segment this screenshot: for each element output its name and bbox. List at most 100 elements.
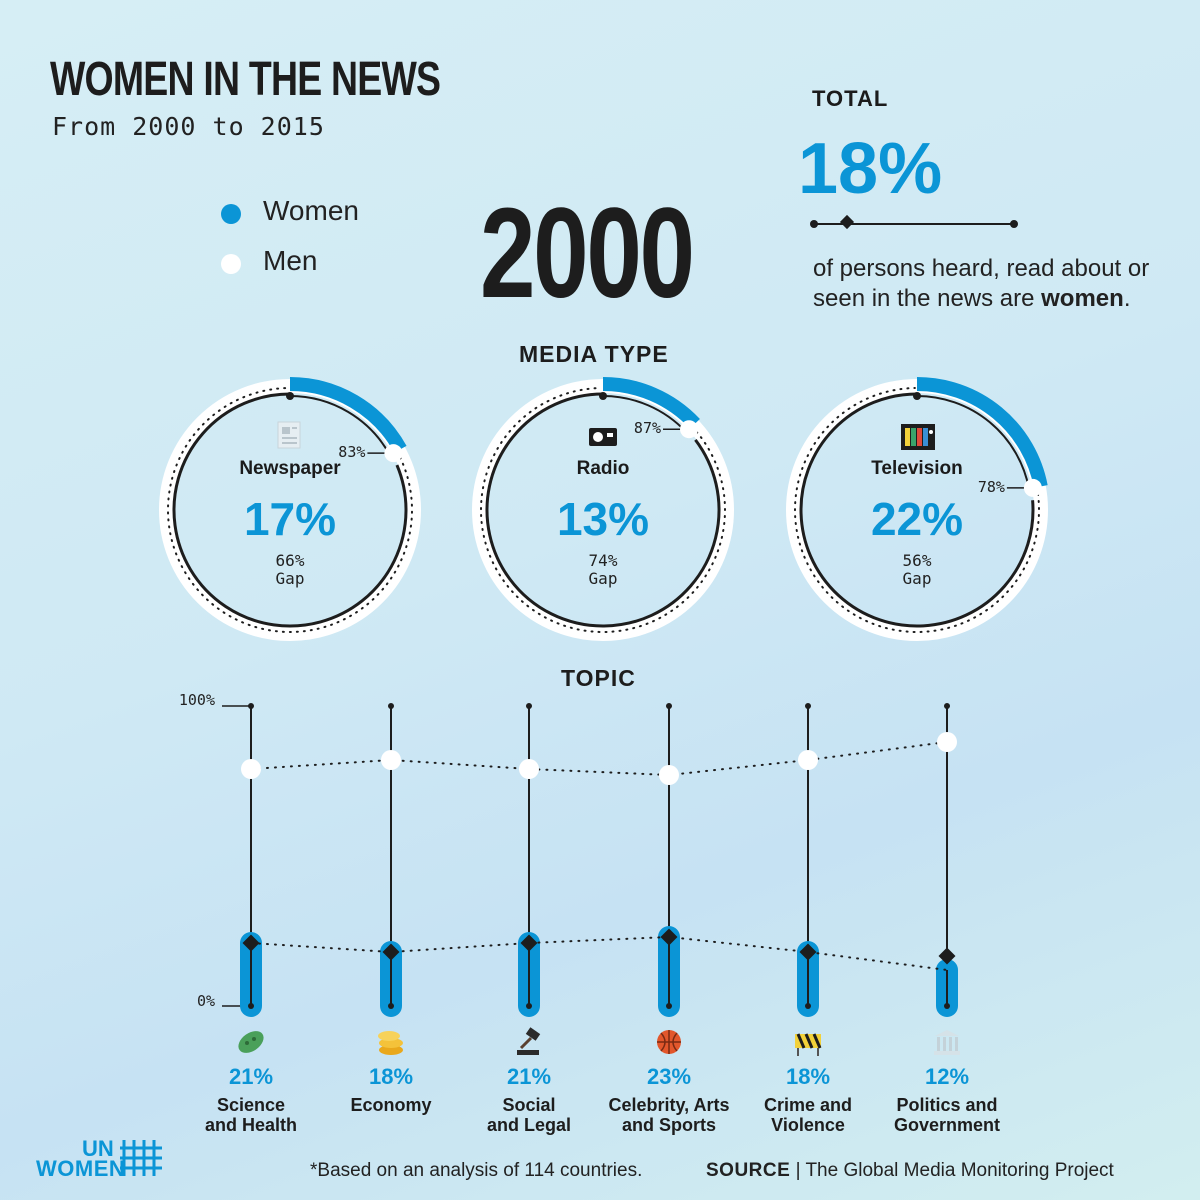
donut-gap-label-1: Gap	[588, 569, 618, 588]
topic-women-pct-2: 21%	[506, 1064, 552, 1089]
donut-name-1: Radio	[576, 458, 630, 479]
men-trend-line	[250, 741, 948, 777]
topic-axis-top-dot-2	[526, 703, 532, 709]
topic-chart	[222, 703, 960, 1056]
topic-name-1-line-0: Economy	[350, 1095, 432, 1115]
axis-label-100: 100%	[178, 691, 215, 709]
science-health-icon	[238, 1031, 264, 1053]
total-value: 18%	[798, 129, 943, 209]
radio-icon	[589, 428, 617, 446]
topic-women-pct-5: 12%	[924, 1064, 970, 1089]
year-label: 2000	[480, 182, 695, 325]
topic-name-5-line-0: Politics and	[896, 1095, 998, 1115]
un-women-logo-un: UN	[82, 1136, 114, 1161]
men-pct-label-1: 87%	[633, 419, 662, 438]
media-type-chart	[159, 377, 1048, 641]
celebrity-sports-icon	[657, 1030, 681, 1054]
legend-women-dot	[221, 204, 241, 224]
women-diamond-4	[799, 943, 817, 961]
men-arc-0	[172, 392, 408, 628]
donut-name-2: Television	[871, 458, 963, 479]
women-start-dot-1	[599, 392, 607, 400]
topic-axis-bottom-dot-1	[388, 1003, 394, 1009]
topic-axis-top-dot-3	[666, 703, 672, 709]
donut-name-0: Newspaper	[239, 458, 341, 479]
men-dot-0	[384, 444, 403, 463]
politics-government-icon	[934, 1030, 960, 1055]
topic-axis-bottom-dot-0	[248, 1003, 254, 1009]
legend-men-dot	[221, 254, 241, 274]
topic-name-2-line-0: Social	[502, 1095, 556, 1115]
men-pct-label-2: 78%	[977, 477, 1005, 496]
topic-name-4-line-1: Violence	[771, 1115, 845, 1135]
topic-axis-top-dot-4	[805, 703, 811, 709]
media-type-heading: MEDIA TYPE	[519, 341, 669, 367]
men-dot-topic-0	[241, 759, 261, 779]
donut-gap-pct-0: 66%	[275, 551, 305, 570]
women-diamond-3	[660, 928, 678, 946]
topic-axis-top-dot-0	[248, 703, 254, 709]
women-arc-0	[289, 377, 407, 453]
axis-label-0: 0%	[196, 992, 215, 1010]
topic-axis-bottom-dot-4	[805, 1003, 811, 1009]
page-subtitle: From 2000 to 2015	[52, 112, 325, 141]
topic-axis-bottom-dot-2	[526, 1003, 532, 1009]
gap-dotted-arc-0	[167, 387, 413, 633]
donut-gap-label-0: Gap	[275, 569, 305, 588]
women-trend-line	[250, 935, 948, 971]
women-start-dot-2	[913, 392, 921, 400]
topic-name-2-line-1: and Legal	[486, 1115, 571, 1135]
women-diamond-1	[382, 943, 400, 961]
donut-gap-label-2: Gap	[902, 569, 932, 588]
topic-women-pct-3: 23%	[646, 1064, 692, 1089]
topic-name-3-line-1: and Sports	[621, 1115, 716, 1135]
men-arc-2	[799, 392, 1035, 628]
topic-axis-bottom-dot-3	[666, 1003, 672, 1009]
economy-icon	[378, 1031, 403, 1055]
women-inner-line-0	[289, 395, 391, 456]
donut-women-pct-1: 13%	[556, 493, 650, 545]
topic-women-pct-0: 21%	[228, 1064, 274, 1089]
column-2	[949, 1037, 952, 1051]
column-1	[943, 1037, 946, 1051]
column-3	[955, 1037, 958, 1051]
un-women-emblem-icon	[120, 1140, 162, 1176]
source-line: SOURCE | The Global Media Monitoring Pro…	[706, 1160, 1114, 1181]
men-dot-topic-1	[381, 750, 401, 770]
footnote: *Based on an analysis of 114 countries.	[310, 1160, 643, 1181]
topic-name-4-line-0: Crime and	[763, 1095, 853, 1115]
women-inner-line-1	[602, 395, 687, 433]
men-dot-topic-2	[519, 759, 539, 779]
social-legal-icon	[517, 1027, 541, 1055]
topic-name-3-line-0: Celebrity, Arts	[608, 1095, 730, 1115]
topic-heading: TOPIC	[561, 665, 636, 691]
total-divider	[810, 214, 1018, 230]
men-pct-label-0: 83%	[338, 443, 366, 462]
topic-name-0-line-1: and Health	[204, 1115, 297, 1135]
women-arc-1	[602, 377, 700, 429]
topic-women-pct-4: 18%	[785, 1064, 831, 1089]
donut-gap-pct-1: 74%	[588, 551, 618, 570]
women-diamond-2	[520, 934, 538, 952]
men-dot-2	[1023, 478, 1042, 497]
men-arc-1	[485, 392, 721, 628]
women-arc-2	[916, 377, 1048, 488]
topic-axis-bottom-dot-5	[944, 1003, 950, 1009]
donut-gap-pct-2: 56%	[902, 551, 932, 570]
topic-name-0-line-0: Science	[216, 1095, 286, 1115]
page-title: WOMEN IN THE NEWS	[50, 53, 441, 106]
donut-women-pct-0: 17%	[243, 493, 337, 545]
topic-women-pct-1: 18%	[368, 1064, 414, 1089]
television-icon	[901, 424, 935, 450]
women-diamond-0	[242, 934, 260, 952]
column-0	[937, 1037, 940, 1051]
topic-name-5-line-1: Government	[893, 1115, 1001, 1135]
crime-violence-icon	[795, 1033, 822, 1056]
legend-men-label: Men	[263, 245, 318, 276]
gap-dotted-arc-1	[480, 387, 726, 633]
men-dot-1	[680, 420, 699, 439]
women-inner-line-2	[916, 395, 1030, 489]
newspaper-icon	[277, 421, 301, 449]
men-dot-topic-4	[798, 750, 818, 770]
men-dot-topic-3	[659, 765, 679, 785]
